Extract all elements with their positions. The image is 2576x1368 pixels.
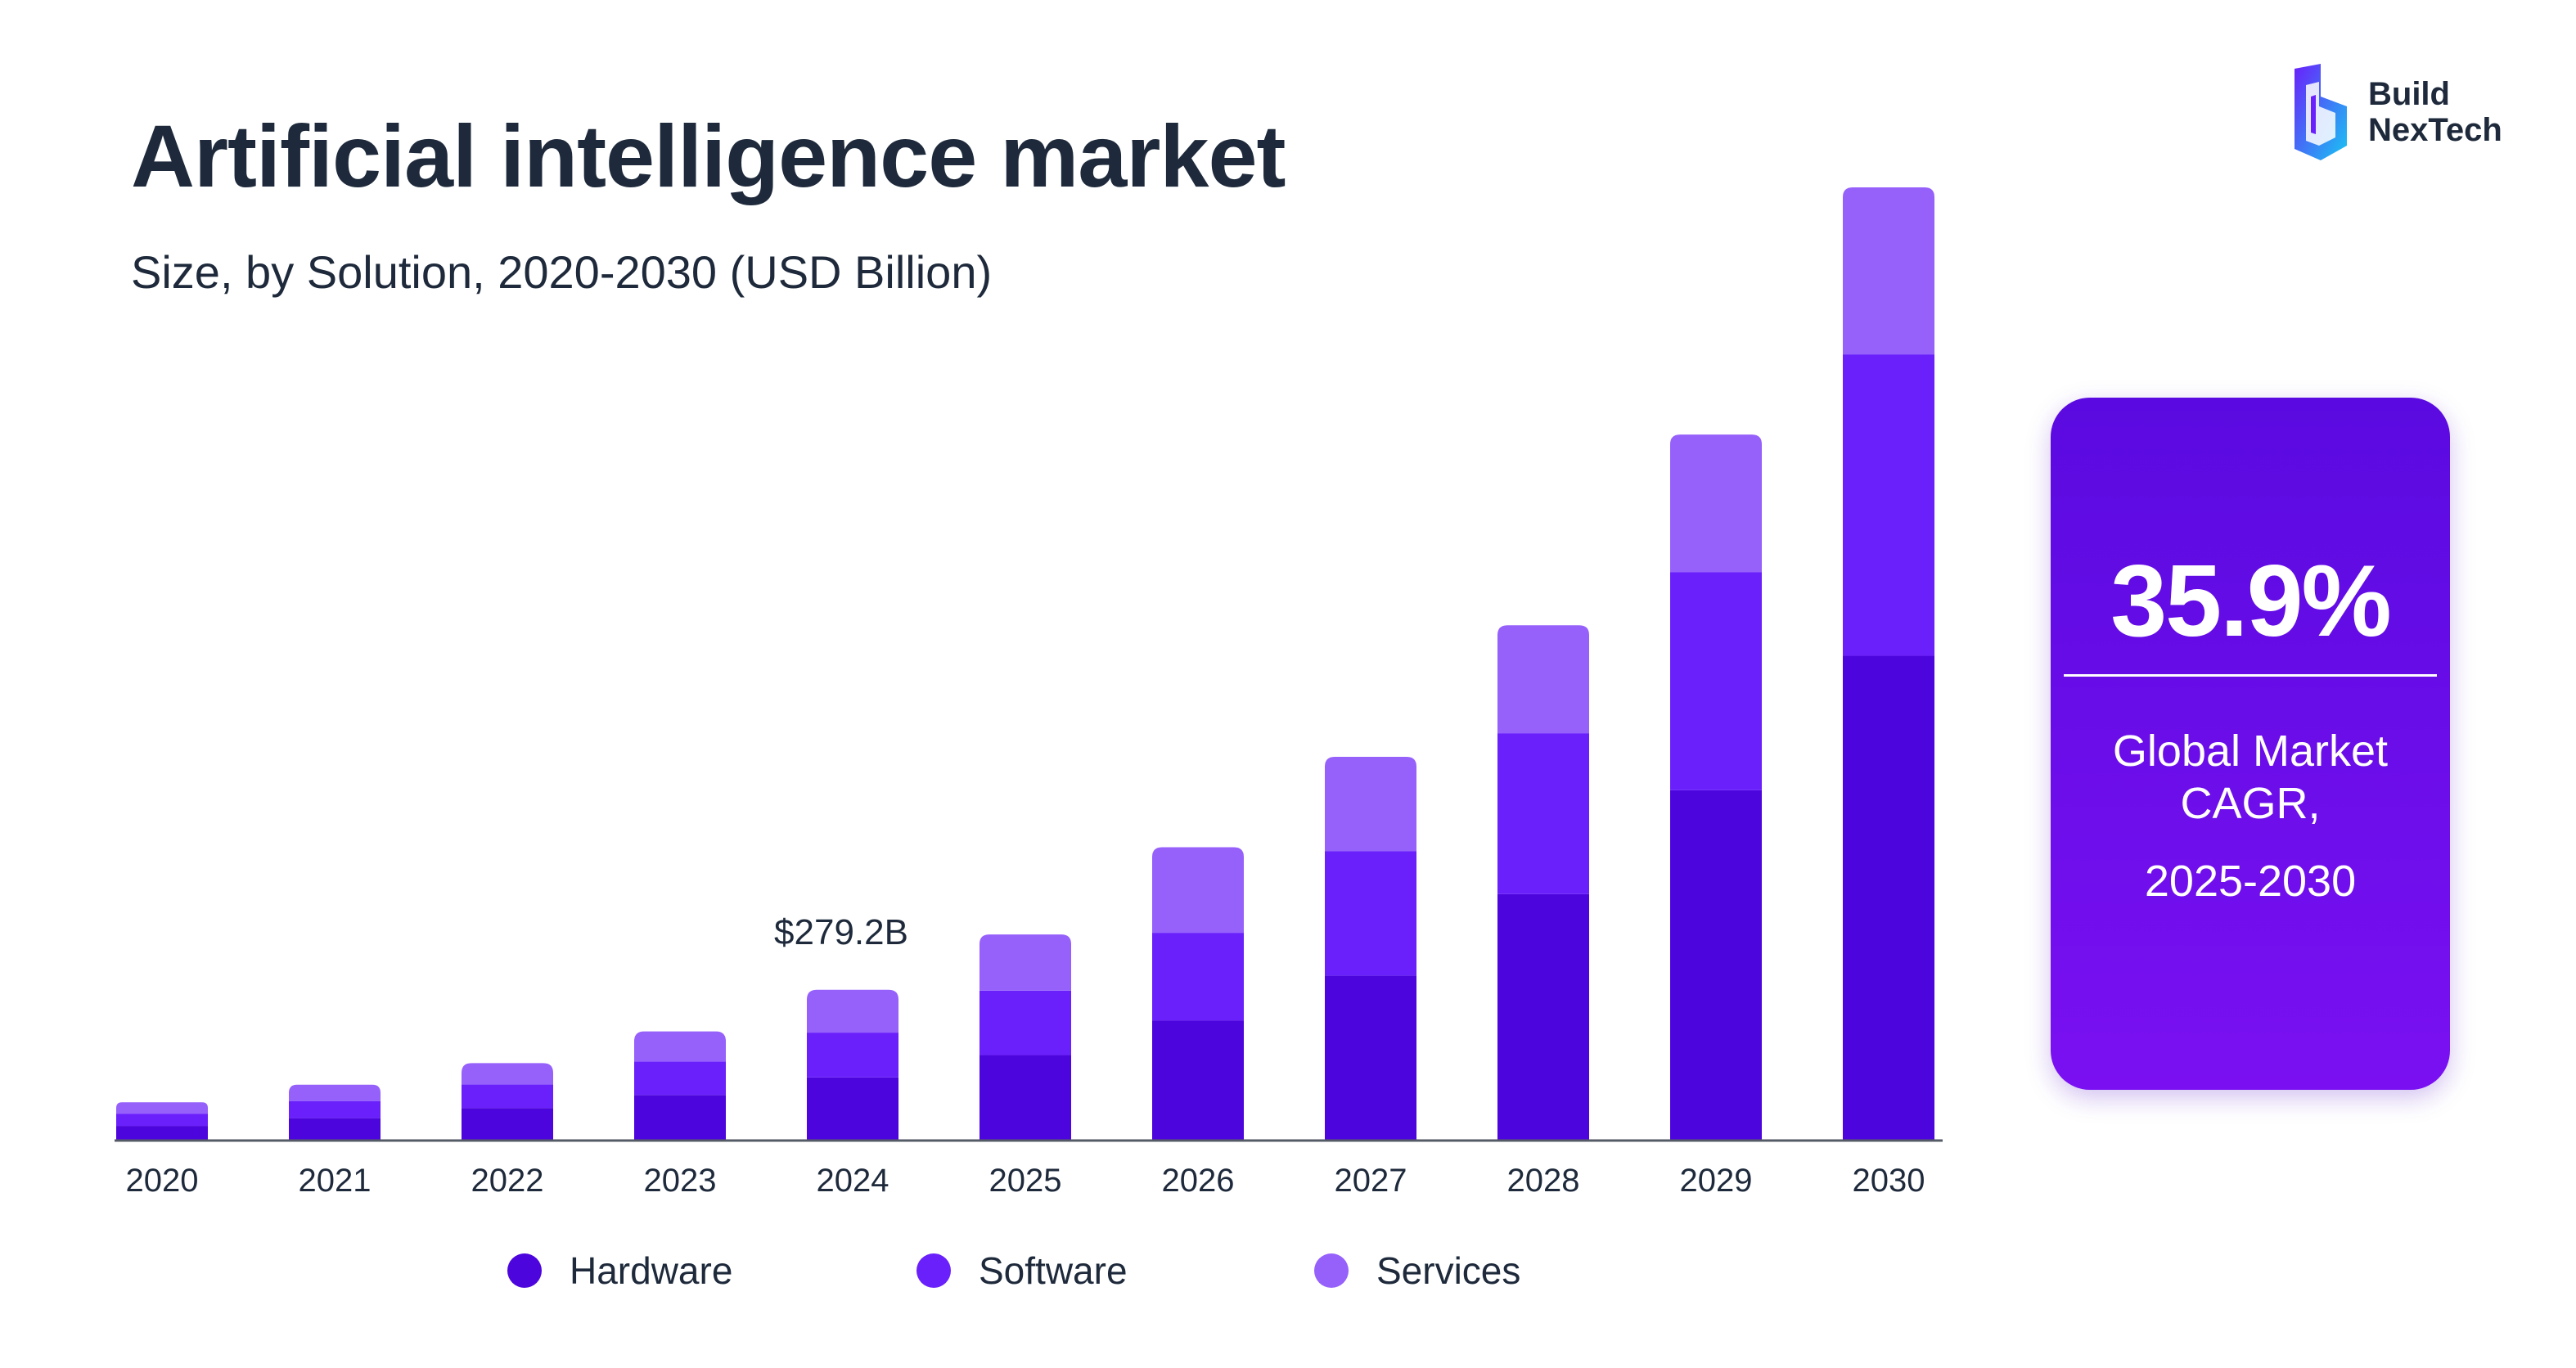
x-tick-label-2025: 2025 [989, 1163, 1062, 1199]
x-tick-label-2026: 2026 [1162, 1163, 1235, 1199]
x-tick-label-2023: 2023 [644, 1163, 717, 1199]
bar-hardware-2022 [462, 1108, 553, 1141]
brand-logo: Build NexTech [2291, 64, 2502, 160]
buildnextech-logo-icon [2295, 64, 2347, 160]
bar-services-2021 [289, 1084, 381, 1101]
bar-hardware-2029 [1670, 790, 1762, 1141]
cagr-divider [2064, 674, 2437, 677]
bar-services-2020 [116, 1102, 208, 1114]
bar-services-2027 [1325, 757, 1416, 852]
legend-swatch-services [1314, 1253, 1349, 1288]
legend-label-software: Software [979, 1249, 1128, 1292]
legend-item-services: Services [1314, 1249, 1520, 1293]
chart-legend: Hardware Software Services [507, 1249, 1520, 1293]
bar-software-2021 [289, 1100, 381, 1118]
bar-services-2029 [1670, 434, 1762, 573]
bar-services-2028 [1497, 625, 1589, 734]
bar-hardware-2023 [634, 1095, 726, 1141]
bar-software-2030 [1843, 354, 1934, 656]
bar-software-2027 [1325, 851, 1416, 976]
bar-hardware-2021 [289, 1118, 381, 1141]
data-label-2024: $279.2B [774, 912, 908, 952]
legend-item-hardware: Hardware [507, 1249, 916, 1293]
x-tick-label-2021: 2021 [299, 1163, 372, 1199]
bar-software-2028 [1497, 733, 1589, 894]
bar-software-2025 [980, 990, 1071, 1055]
x-tick-label-2029: 2029 [1680, 1163, 1753, 1199]
bar-software-2020 [116, 1114, 208, 1127]
bar-hardware-2020 [116, 1126, 208, 1141]
bar-software-2026 [1152, 933, 1244, 1021]
chart-title: Artificial intelligence market [131, 106, 1286, 205]
x-tick-label-2030: 2030 [1853, 1163, 1925, 1199]
bar-services-2030 [1843, 187, 1934, 355]
bar-hardware-2025 [980, 1055, 1071, 1141]
logo-line-1: Build [2368, 76, 2450, 112]
bar-services-2023 [634, 1031, 726, 1062]
bar-services-2025 [980, 934, 1071, 991]
legend-swatch-software [916, 1253, 951, 1288]
bar-services-2022 [462, 1063, 553, 1085]
cagr-label: Global Market CAGR, [2112, 727, 2389, 828]
legend-swatch-hardware [507, 1253, 542, 1288]
legend-label-services: Services [1376, 1249, 1521, 1292]
bar-services-2026 [1152, 847, 1244, 934]
x-tick-label-2028: 2028 [1507, 1163, 1580, 1199]
bar-hardware-2028 [1497, 893, 1589, 1141]
logo-line-2: NexTech [2368, 112, 2502, 148]
bar-software-2029 [1670, 572, 1762, 790]
cagr-value: 35.9% [2110, 545, 2392, 658]
bar-hardware-2026 [1152, 1020, 1244, 1141]
logo-text: Build NexTech [2368, 76, 2502, 148]
x-tick-label-2027: 2027 [1335, 1163, 1407, 1199]
bar-hardware-2030 [1843, 655, 1934, 1141]
cagr-period: 2025-2030 [2144, 857, 2357, 906]
x-tick-label-2022: 2022 [471, 1163, 544, 1199]
legend-item-software: Software [916, 1249, 1314, 1293]
bar-software-2023 [634, 1061, 726, 1096]
x-tick-label-2024: 2024 [817, 1163, 889, 1199]
bar-software-2022 [462, 1084, 553, 1109]
bar-software-2024 [807, 1033, 898, 1078]
bar-hardware-2027 [1325, 975, 1416, 1141]
chart-subtitle: Size, by Solution, 2020-2030 (USD Billio… [131, 246, 993, 298]
x-tick-label-2020: 2020 [126, 1163, 199, 1199]
cagr-card: 35.9% Global Market CAGR, 2025-2030 [2051, 398, 2450, 1090]
bar-services-2024 [807, 989, 898, 1033]
legend-label-hardware: Hardware [570, 1249, 733, 1292]
bar-hardware-2024 [807, 1077, 898, 1141]
